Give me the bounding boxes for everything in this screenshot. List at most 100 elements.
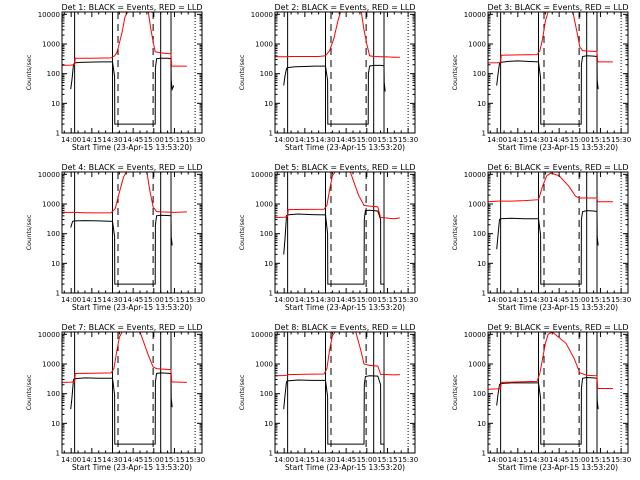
x-tick-label: 14:15 (295, 456, 315, 464)
axes-frame (274, 11, 416, 134)
detector-panel-9: Det 9: BLACK = Events, RED = LLD 1 10 100 10… (451, 323, 631, 472)
detector-panel-2: Det 2: BLACK = Events, RED = LLD 1 10 100 10… (238, 3, 418, 152)
y-tick-label: 100 (260, 70, 273, 78)
events-series-line (70, 214, 173, 285)
x-axis-label: Start Time (23-Apr-15 13:53:20) (72, 463, 192, 472)
x-tick-label: 14:00 (61, 456, 81, 464)
y-tick-label: 1000 (468, 41, 486, 49)
detector-panel-1: Det 1: BLACK = Events, RED = LLD 1 10 100 10… (25, 3, 205, 152)
axes-frame (487, 171, 629, 294)
y-tick-label: 10000 (464, 171, 486, 179)
x-tick-label: 14:15 (295, 136, 315, 144)
y-axis-label: Counts/sec (451, 214, 459, 250)
y-tick-label: 10000 (251, 11, 273, 19)
y-tick-label: 10 (264, 100, 273, 108)
y-tick-label: 100 (260, 230, 273, 238)
x-tick-label: 14:00 (274, 136, 294, 144)
x-tick-label: 15:15 (590, 136, 610, 144)
x-tick-label: 14:15 (508, 456, 528, 464)
x-tick-label: 14:30 (102, 136, 122, 144)
axes-frame (487, 331, 629, 454)
lld-series-line (61, 11, 187, 67)
x-tick-label: 14:45 (549, 296, 569, 304)
x-tick-label: 15:00 (144, 136, 164, 144)
y-tick-label: 1 (482, 290, 486, 298)
y-tick-label: 1 (56, 450, 60, 458)
y-tick-label: 1 (482, 130, 486, 138)
y-tick-label: 10 (51, 420, 60, 428)
x-tick-label: 14:45 (549, 456, 569, 464)
panel-title: Det 6: BLACK = Events, RED = LLD (488, 163, 629, 172)
detector-panel-8: Det 8: BLACK = Events, RED = LLD 1 10 100 10… (238, 323, 418, 472)
y-tick-label: 10 (477, 100, 486, 108)
x-tick-label: 14:45 (123, 136, 143, 144)
x-tick-label: 15:30 (611, 456, 631, 464)
lld-series-line (61, 331, 187, 383)
x-tick-label: 15:15 (377, 296, 397, 304)
y-tick-label: 1000 (468, 361, 486, 369)
y-tick-label: 1000 (255, 361, 273, 369)
y-tick-label: 10000 (38, 331, 60, 339)
x-tick-label: 15:30 (398, 296, 418, 304)
y-axis-label: Counts/sec (25, 54, 33, 90)
panel-title: Det 5: BLACK = Events, RED = LLD (275, 163, 416, 172)
x-tick-label: 14:00 (61, 296, 81, 304)
y-tick-label: 1000 (255, 201, 273, 209)
x-tick-label: 15:15 (164, 456, 184, 464)
y-tick-label: 100 (473, 390, 486, 398)
detector-panel-7: Det 7: BLACK = Events, RED = LLD 1 10 100 10… (25, 323, 205, 472)
x-axis-label: Start Time (23-Apr-15 13:53:20) (498, 303, 618, 312)
y-tick-label: 10000 (38, 11, 60, 19)
panel-title: Det 1: BLACK = Events, RED = LLD (62, 3, 203, 12)
x-tick-label: 14:15 (508, 136, 528, 144)
x-tick-label: 15:00 (357, 136, 377, 144)
y-tick-label: 1 (56, 130, 60, 138)
y-tick-label: 10 (51, 260, 60, 268)
detector-panel-4: Det 4: BLACK = Events, RED = LLD 1 10 100 10… (25, 163, 205, 312)
x-tick-label: 14:00 (487, 296, 507, 304)
x-tick-label: 15:00 (357, 456, 377, 464)
x-axis-label: Start Time (23-Apr-15 13:53:20) (285, 303, 405, 312)
x-tick-label: 15:30 (185, 296, 205, 304)
x-tick-label: 15:00 (144, 296, 164, 304)
x-tick-label: 15:15 (164, 136, 184, 144)
y-tick-label: 10 (264, 420, 273, 428)
y-tick-label: 1 (482, 450, 486, 458)
events-series-line (70, 57, 175, 125)
axes-frame (487, 11, 629, 134)
x-tick-label: 14:00 (487, 136, 507, 144)
events-series-line (283, 64, 386, 125)
panel-title: Det 4: BLACK = Events, RED = LLD (62, 163, 203, 172)
x-tick-label: 15:00 (357, 296, 377, 304)
y-tick-label: 10000 (38, 171, 60, 179)
x-axis-label: Start Time (23-Apr-15 13:53:20) (498, 463, 618, 472)
axes-frame (61, 11, 203, 134)
x-tick-label: 14:45 (123, 456, 143, 464)
x-tick-label: 14:45 (336, 456, 356, 464)
y-tick-label: 100 (473, 70, 486, 78)
x-tick-label: 15:00 (570, 136, 590, 144)
lld-series-line (487, 11, 613, 64)
x-tick-label: 15:15 (590, 296, 610, 304)
x-tick-label: 14:00 (274, 296, 294, 304)
x-tick-label: 15:00 (570, 456, 590, 464)
y-tick-label: 1 (269, 290, 273, 298)
x-tick-label: 14:30 (102, 456, 122, 464)
y-axis-label: Counts/sec (238, 374, 246, 410)
y-tick-label: 1000 (255, 41, 273, 49)
panel-title: Det 7: BLACK = Events, RED = LLD (62, 323, 203, 332)
y-tick-label: 10 (477, 420, 486, 428)
x-axis-label: Start Time (23-Apr-15 13:53:20) (498, 143, 618, 152)
lld-series-line (275, 11, 400, 58)
x-tick-label: 14:30 (528, 456, 548, 464)
y-tick-label: 1000 (468, 201, 486, 209)
x-tick-label: 15:15 (377, 136, 397, 144)
panel-title: Det 8: BLACK = Events, RED = LLD (275, 323, 416, 332)
lld-series-line (62, 171, 187, 214)
lld-series-line (274, 331, 400, 377)
x-tick-label: 14:30 (315, 296, 335, 304)
lld-series-line (487, 331, 613, 390)
lld-series-line (487, 172, 613, 203)
x-tick-label: 15:15 (377, 456, 397, 464)
